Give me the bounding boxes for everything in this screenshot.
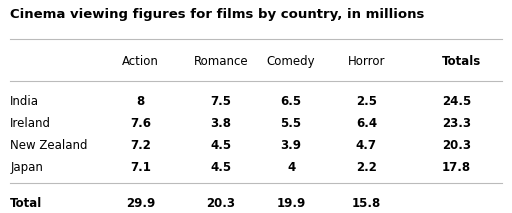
Text: 8: 8 <box>137 95 145 108</box>
Text: 5.5: 5.5 <box>281 117 302 130</box>
Text: 6.5: 6.5 <box>281 95 302 108</box>
Text: 20.3: 20.3 <box>206 197 236 210</box>
Text: 29.9: 29.9 <box>126 197 155 210</box>
Text: 7.6: 7.6 <box>130 117 151 130</box>
Text: 17.8: 17.8 <box>442 161 471 174</box>
Text: 7.5: 7.5 <box>210 95 231 108</box>
Text: India: India <box>10 95 39 108</box>
Text: Ireland: Ireland <box>10 117 51 130</box>
Text: 7.1: 7.1 <box>130 161 151 174</box>
Text: New Zealand: New Zealand <box>10 139 88 152</box>
Text: Comedy: Comedy <box>267 55 315 68</box>
Text: 4.7: 4.7 <box>356 139 377 152</box>
Text: 2.2: 2.2 <box>356 161 377 174</box>
Text: 4: 4 <box>287 161 295 174</box>
Text: Total: Total <box>10 197 42 210</box>
Text: 15.8: 15.8 <box>352 197 381 210</box>
Text: 4.5: 4.5 <box>210 139 231 152</box>
Text: Horror: Horror <box>348 55 385 68</box>
Text: Japan: Japan <box>10 161 43 174</box>
Text: Cinema viewing figures for films by country, in millions: Cinema viewing figures for films by coun… <box>10 8 424 21</box>
Text: Action: Action <box>122 55 159 68</box>
Text: 4.5: 4.5 <box>210 161 231 174</box>
Text: 24.5: 24.5 <box>442 95 471 108</box>
Text: Totals: Totals <box>442 55 481 68</box>
Text: 3.8: 3.8 <box>210 117 231 130</box>
Text: 3.9: 3.9 <box>281 139 302 152</box>
Text: 19.9: 19.9 <box>276 197 306 210</box>
Text: Romance: Romance <box>194 55 248 68</box>
Text: 20.3: 20.3 <box>442 139 471 152</box>
Text: 6.4: 6.4 <box>356 117 377 130</box>
Text: 23.3: 23.3 <box>442 117 471 130</box>
Text: 2.5: 2.5 <box>356 95 377 108</box>
Text: 7.2: 7.2 <box>130 139 151 152</box>
